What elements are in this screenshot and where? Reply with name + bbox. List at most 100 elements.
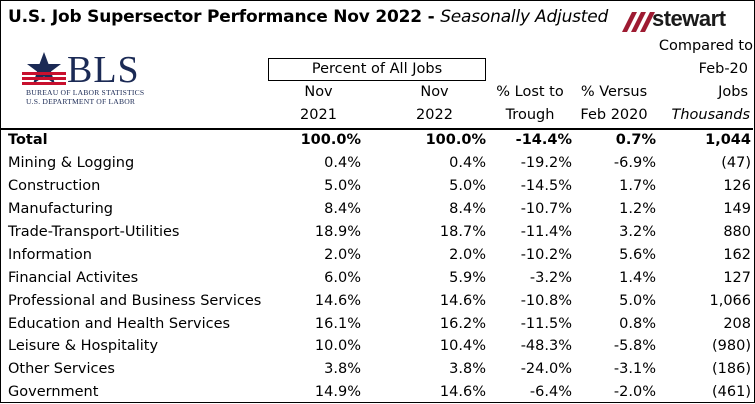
cell-nov2021: 2.0% bbox=[324, 246, 361, 263]
cell-lost: -48.3% bbox=[520, 338, 572, 355]
col5-header-line1: Compared to bbox=[658, 38, 753, 54]
cell-nov2021: 100.0% bbox=[300, 132, 361, 149]
cell-jobs: (461) bbox=[712, 384, 751, 401]
table-row: Leisure & Hospitality 10.0% 10.4% -48.3% -5.… bbox=[0, 335, 755, 358]
cell-lost: -14.4% bbox=[515, 132, 572, 149]
cell-nov2021: 10.0% bbox=[314, 338, 361, 355]
cell-jobs: 1,044 bbox=[705, 132, 751, 149]
col5-header-line4: Thousands bbox=[671, 107, 751, 123]
cell-label: Leisure & Hospitality bbox=[8, 338, 159, 355]
cell-lost: -11.4% bbox=[520, 224, 572, 240]
col5-header-line2: Feb-20 bbox=[698, 61, 748, 77]
cell-nov2022: 5.9% bbox=[449, 269, 486, 286]
cell-jobs: 127 bbox=[723, 269, 751, 286]
col3-header-line1: % Lost to bbox=[496, 84, 564, 100]
cell-lost: -19.2% bbox=[520, 155, 572, 172]
cell-nov2021: 8.4% bbox=[324, 201, 361, 218]
stewart-wordmark: stewart bbox=[652, 6, 726, 31]
stewart-logo: stewart bbox=[618, 6, 750, 36]
cell-label: Information bbox=[8, 246, 92, 263]
cell-versus: -5.8% bbox=[613, 338, 656, 355]
cell-versus: -6.9% bbox=[613, 155, 656, 172]
cell-nov2022: 5.0% bbox=[449, 178, 486, 195]
cell-nov2021: 14.6% bbox=[314, 292, 361, 309]
cell-nov2022: 14.6% bbox=[439, 384, 486, 401]
cell-nov2021: 5.0% bbox=[324, 178, 361, 195]
cell-versus: -2.0% bbox=[613, 384, 656, 401]
cell-nov2022: 100.0% bbox=[425, 132, 486, 149]
table-row: Mining & Logging 0.4% 0.4% -19.2% -6.9% (47) bbox=[0, 152, 755, 175]
cell-versus: 1.4% bbox=[619, 269, 656, 286]
cell-lost: -14.5% bbox=[520, 178, 572, 195]
cell-versus: 3.2% bbox=[619, 224, 656, 240]
cell-lost: -24.0% bbox=[520, 361, 572, 378]
col5-header-line3: Jobs bbox=[718, 84, 748, 100]
cell-versus: 0.7% bbox=[615, 132, 656, 149]
cell-versus: 1.2% bbox=[619, 201, 656, 218]
cell-label: Other Services bbox=[8, 361, 115, 378]
col1-header-line1: Nov bbox=[304, 84, 333, 100]
col2-header-line2: 2022 bbox=[416, 107, 453, 123]
cell-nov2021: 18.9% bbox=[314, 224, 361, 240]
cell-jobs: (186) bbox=[712, 361, 751, 378]
cell-jobs: 208 bbox=[723, 315, 751, 332]
cell-label: Total bbox=[8, 132, 48, 149]
cell-jobs: (47) bbox=[721, 155, 751, 172]
cell-lost: -3.2% bbox=[529, 269, 572, 286]
cell-nov2021: 0.4% bbox=[324, 155, 361, 172]
cell-jobs: 880 bbox=[723, 224, 751, 240]
cell-versus: 5.6% bbox=[619, 246, 656, 263]
cell-jobs: 1,066 bbox=[709, 292, 751, 309]
cell-lost: -10.8% bbox=[520, 292, 572, 309]
table-row: Government 14.9% 14.6% -6.4% -2.0% (461) bbox=[0, 381, 755, 404]
col1-header-line2: 2021 bbox=[300, 107, 337, 123]
cell-versus: 5.0% bbox=[619, 292, 656, 309]
cell-nov2021: 6.0% bbox=[324, 269, 361, 286]
table-row: Professional and Business Services 14.6% 1… bbox=[0, 289, 755, 312]
cell-nov2021: 3.8% bbox=[324, 361, 361, 378]
stewart-mark-icon bbox=[622, 12, 655, 32]
cell-nov2022: 14.6% bbox=[439, 292, 486, 309]
cell-nov2022: 8.4% bbox=[449, 201, 486, 218]
cell-nov2022: 18.7% bbox=[439, 224, 486, 240]
table-row: Manufacturing 8.4% 8.4% -10.7% 1.2% 149 bbox=[0, 198, 755, 221]
header-rule bbox=[1, 128, 753, 130]
cell-versus: 1.7% bbox=[619, 178, 656, 195]
percent-of-jobs-group-header: Percent of All Jobs bbox=[268, 58, 486, 81]
cell-nov2022: 3.8% bbox=[449, 361, 486, 378]
cell-nov2022: 10.4% bbox=[439, 338, 486, 355]
cell-label: Manufacturing bbox=[8, 201, 113, 218]
cell-nov2022: 2.0% bbox=[449, 246, 486, 263]
cell-label: Financial Activites bbox=[8, 269, 139, 286]
table-row: Other Services 3.8% 3.8% -24.0% -3.1% (186) bbox=[0, 358, 755, 381]
cell-label: Professional and Business Services bbox=[8, 292, 262, 309]
table-row: Construction 5.0% 5.0% -14.5% 1.7% 126 bbox=[0, 175, 755, 198]
title-main: U.S. Job Supersector Performance Nov 202… bbox=[8, 7, 441, 27]
cell-versus: -3.1% bbox=[613, 361, 656, 378]
cell-jobs: 126 bbox=[723, 178, 751, 195]
cell-lost: -10.2% bbox=[520, 246, 572, 263]
bls-line-2: U.S. DEPARTMENT OF LABOR bbox=[26, 97, 136, 106]
cell-jobs: 162 bbox=[723, 246, 751, 263]
cell-label: Mining & Logging bbox=[8, 155, 135, 172]
table-row: Information 2.0% 2.0% -10.2% 5.6% 162 bbox=[0, 243, 755, 266]
cell-nov2022: 0.4% bbox=[449, 155, 486, 172]
bls-wordmark: BLS bbox=[67, 49, 140, 91]
bls-line-1: BUREAU OF LABOR STATISTICS bbox=[26, 88, 145, 97]
table-row: Financial Activites 6.0% 5.9% -3.2% 1.4% 127 bbox=[0, 266, 755, 289]
cell-label: Education and Health Services bbox=[8, 315, 231, 332]
jobs-table-body: Total 100.0% 100.0% -14.4% 0.7% 1,044 Mining &… bbox=[0, 129, 755, 404]
cell-lost: -6.4% bbox=[529, 384, 572, 401]
cell-label: Government bbox=[8, 384, 99, 401]
jobs-table: Total 100.0% 100.0% -14.4% 0.7% 1,044 Mining &… bbox=[0, 129, 755, 404]
col3-header-line2: Trough bbox=[505, 107, 555, 123]
title-subtitle: Seasonally Adjusted bbox=[440, 7, 609, 27]
cell-lost: -11.5% bbox=[520, 315, 572, 332]
table-row: Education and Health Services 16.1% 16.2% -… bbox=[0, 312, 755, 335]
cell-nov2021: 16.1% bbox=[314, 315, 361, 332]
table-row: Trade-Transport-Utilities 18.9% 18.7% -11.4… bbox=[0, 221, 755, 244]
table-row-total: Total 100.0% 100.0% -14.4% 0.7% 1,044 bbox=[0, 129, 755, 152]
cell-nov2021: 14.9% bbox=[314, 384, 361, 401]
cell-jobs: (980) bbox=[712, 338, 751, 355]
bls-star-icon bbox=[22, 52, 66, 85]
